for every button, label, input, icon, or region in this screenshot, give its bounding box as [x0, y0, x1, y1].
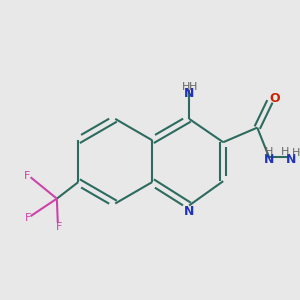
Text: F: F: [56, 222, 62, 232]
Text: F: F: [24, 171, 30, 181]
Text: O: O: [269, 92, 280, 105]
Text: N: N: [264, 153, 274, 166]
Text: H: H: [292, 148, 300, 158]
Text: N: N: [184, 206, 194, 218]
Text: H: H: [188, 82, 197, 92]
Text: H: H: [281, 147, 290, 157]
Text: H: H: [265, 147, 273, 157]
Text: H: H: [182, 82, 190, 92]
Text: F: F: [25, 214, 32, 224]
Text: N: N: [184, 87, 194, 100]
Text: N: N: [286, 153, 296, 166]
